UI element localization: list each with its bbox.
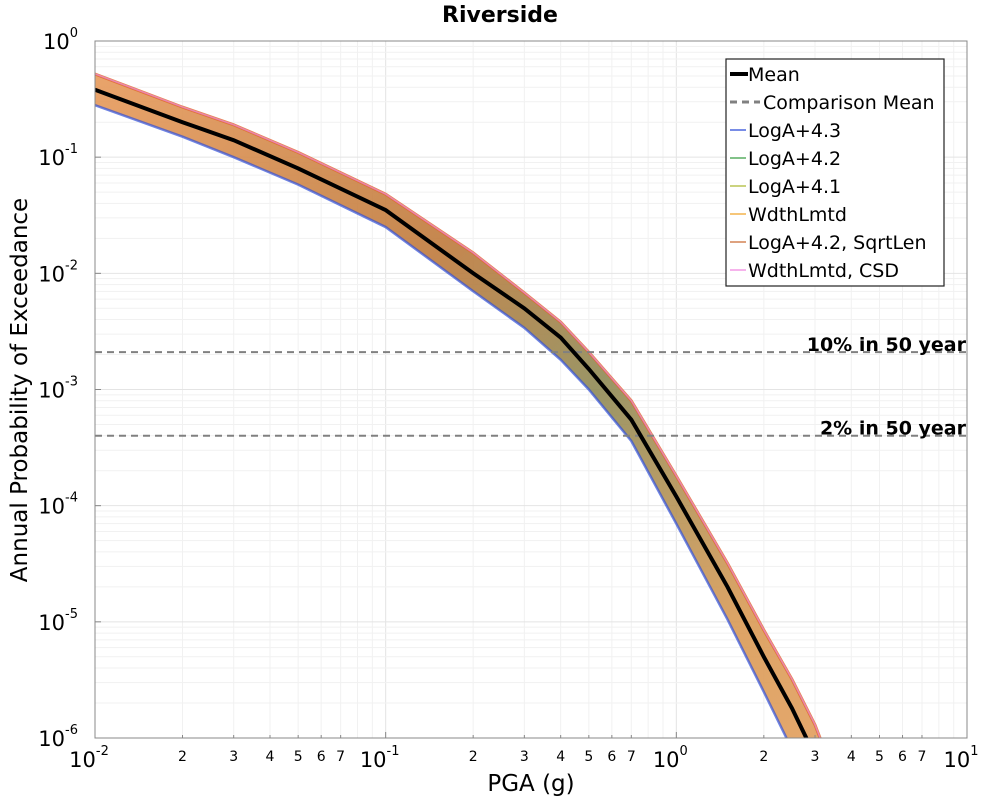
x-minor-tick-label: 4 (556, 749, 565, 765)
y-tick-base: 10 (38, 495, 65, 519)
y-tick-exponent: -2 (65, 258, 78, 273)
x-minor-tick-label: 7 (627, 749, 636, 765)
x-tick-base: 10 (653, 748, 680, 772)
x-tick-exponent: -1 (387, 744, 400, 759)
return-period-label: 2% in 50 year (820, 418, 967, 440)
band-lower-edge (95, 104, 788, 738)
x-tick-label: 100 (653, 744, 688, 772)
y-tick-base: 10 (38, 146, 65, 170)
x-minor-tick-label: 2 (469, 749, 478, 765)
legend-entry-label: WdthLmtd (748, 204, 847, 226)
x-tick-base: 10 (69, 748, 96, 772)
return-period-lines: 10% in 50 year 2% in 50 year (95, 334, 967, 440)
legend-entry-label: Comparison Mean (763, 92, 935, 114)
legend-entry-label: LogA+4.3 (748, 120, 841, 142)
x-minor-tick-label: 6 (898, 749, 907, 765)
y-tick-label: 10-6 (38, 723, 78, 751)
y-tick-label: 10-4 (38, 491, 78, 519)
grid-lines (94, 41, 967, 739)
logic-tree-branches-band (95, 72, 822, 738)
y-tick-exponent: -1 (65, 142, 78, 157)
x-minor-tick-label: 5 (875, 749, 884, 765)
legend-box (725, 58, 945, 287)
chart-title: Riverside (442, 3, 558, 28)
y-tick-base: 10 (43, 30, 70, 54)
x-minor-tick-label: 6 (607, 749, 616, 765)
x-minor-tick-label: 5 (584, 749, 593, 765)
x-tick-base: 10 (360, 748, 387, 772)
x-tick-exponent: 0 (680, 744, 688, 759)
y-tick-label: 10-5 (38, 607, 78, 635)
x-tick-label: 10-1 (360, 744, 400, 772)
x-minor-tick-label: 5 (294, 749, 303, 765)
x-minor-tick-label: 7 (918, 749, 927, 765)
legend-entry-label: Mean (748, 64, 800, 86)
x-axis-label: PGA (g) (487, 771, 574, 797)
x-minor-tick-label: 2 (759, 749, 768, 765)
y-tick-label: 10-3 (38, 375, 78, 403)
x-minor-tick-label: 4 (847, 749, 856, 765)
x-tick-exponent: 1 (970, 744, 978, 759)
y-tick-exponent: 0 (70, 26, 78, 41)
x-minor-tick-label: 3 (811, 749, 820, 765)
x-minor-tick-label: 7 (336, 749, 345, 765)
legend-entry-label: LogA+4.2 (748, 148, 841, 170)
legend: Mean Comparison Mean LogA+4.3 LogA+4.2 LogA+… (725, 58, 945, 287)
x-tick-label: 10-2 (69, 744, 109, 772)
return-period-label: 10% in 50 year (807, 334, 967, 356)
y-tick-base: 10 (38, 262, 65, 286)
y-tick-label: 100 (43, 26, 78, 54)
y-tick-base: 10 (38, 379, 65, 403)
legend-entry-label: WdthLmtd, CSD (748, 260, 899, 282)
x-minor-tick-label: 2 (178, 749, 187, 765)
mean-curve-group (95, 87, 809, 738)
y-tick-base: 10 (38, 727, 65, 751)
y-axis-label: Annual Probability of Exceedance (7, 198, 33, 582)
y-tick-exponent: -5 (65, 607, 78, 622)
x-tick-exponent: -2 (96, 744, 109, 759)
legend-entry-label: LogA+4.2, SqrtLen (748, 232, 927, 254)
y-tick-base: 10 (38, 611, 65, 635)
y-tick-exponent: -4 (65, 491, 78, 506)
x-tick-base: 10 (943, 748, 970, 772)
legend-entry-label: LogA+4.1 (748, 176, 841, 198)
x-minor-tick-label: 3 (229, 749, 238, 765)
y-tick-exponent: -3 (65, 375, 78, 390)
y-tick-exponent: -6 (65, 723, 78, 738)
x-minor-tick-label: 4 (266, 749, 275, 765)
x-tick-label: 101 (943, 744, 978, 772)
band-upper-pink-edge (95, 73, 821, 738)
y-tick-label: 10-1 (38, 142, 78, 170)
x-minor-tick-label: 6 (317, 749, 326, 765)
y-tick-label: 10-2 (38, 258, 78, 286)
mean-curve (95, 87, 809, 738)
x-minor-tick-label: 3 (520, 749, 529, 765)
